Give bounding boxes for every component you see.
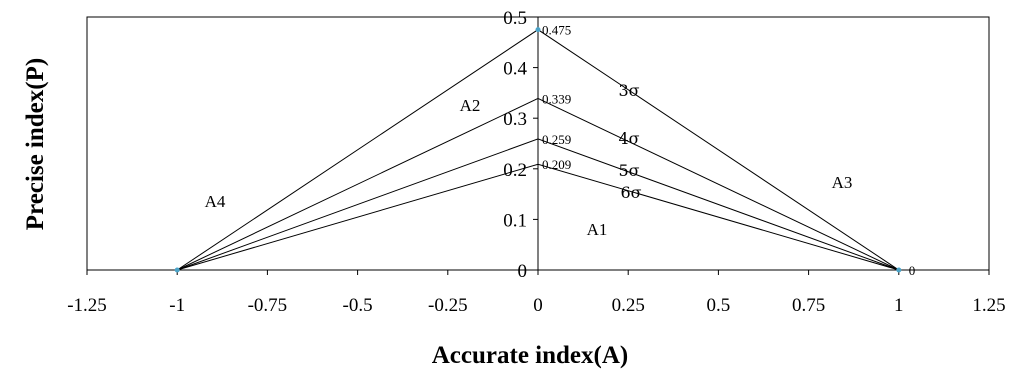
series-name-label: 4σ bbox=[618, 129, 639, 148]
region-label: A4 bbox=[205, 192, 226, 211]
y-tick-label: 0.4 bbox=[503, 59, 527, 80]
x-tick-label: 0 bbox=[533, 295, 543, 316]
labels-layer: 0.475 3σ 0.339 4σ 0.259 5σ 0.209 6σ 0 A1 A2 A3 A4 bbox=[205, 23, 916, 278]
region-label: A2 bbox=[460, 96, 481, 115]
series-line bbox=[177, 163, 899, 271]
y-tick-label: 0 bbox=[518, 261, 528, 282]
peak-value-label: 0.339 bbox=[542, 91, 571, 106]
x-tick-label: 0.5 bbox=[707, 295, 731, 316]
y-tick-label: 0.1 bbox=[503, 210, 527, 231]
y-tick-label: 0.3 bbox=[503, 109, 527, 130]
series-layer bbox=[174, 27, 902, 273]
peak-marker bbox=[535, 27, 541, 33]
x-axis-title: Accurate index(A) bbox=[432, 342, 628, 369]
region-label: A1 bbox=[587, 220, 608, 239]
x-tick-label: -1 bbox=[169, 295, 185, 316]
x-tick-label: 0.25 bbox=[612, 295, 645, 316]
x-tick-label: -0.25 bbox=[428, 295, 468, 316]
ticks-layer: 00.10.20.30.40.5-1.25 -1 -0.75 -0.5 -0.25 0 0.… bbox=[67, 8, 1005, 316]
y-tick-label: 0.5 bbox=[503, 8, 527, 29]
endpoint-value-label: 0 bbox=[909, 263, 916, 278]
y-axis-title: Precise index(P) bbox=[22, 58, 49, 230]
x-tick-label: -1.25 bbox=[67, 295, 107, 316]
series-name-label: 6σ bbox=[620, 183, 641, 202]
peak-value-label: 0.475 bbox=[542, 23, 571, 38]
endpoint-marker bbox=[896, 267, 902, 273]
x-tick-label: -0.5 bbox=[343, 295, 373, 316]
x-tick-label: 0.75 bbox=[792, 295, 825, 316]
x-tick-label: 1.25 bbox=[972, 295, 1005, 316]
peak-value-label: 0.259 bbox=[542, 132, 571, 147]
y-tick-label: 0.2 bbox=[503, 160, 527, 181]
x-tick-label: 1 bbox=[894, 295, 904, 316]
region-label: A3 bbox=[832, 173, 853, 192]
series-line bbox=[176, 97, 900, 271]
endpoint-marker bbox=[174, 267, 180, 273]
series-name-label: 5σ bbox=[618, 161, 639, 180]
x-tick-label: -0.75 bbox=[248, 295, 288, 316]
series-name-label: 3σ bbox=[618, 81, 639, 100]
series-line bbox=[177, 138, 899, 271]
peak-value-label: 0.209 bbox=[542, 157, 571, 172]
